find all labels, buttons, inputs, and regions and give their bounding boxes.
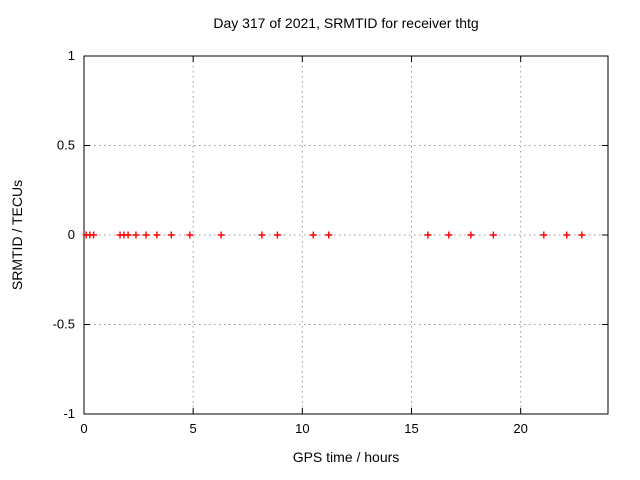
data-point-marker [132, 231, 140, 239]
data-point-marker [153, 231, 161, 239]
data-point-marker [467, 231, 475, 239]
data-point-marker [489, 231, 497, 239]
data-point-marker [445, 231, 453, 239]
x-tick-label: 10 [295, 421, 309, 436]
data-point-marker [217, 231, 225, 239]
data-point-marker [578, 231, 586, 239]
x-tick-label: 20 [513, 421, 527, 436]
data-point-marker [325, 231, 333, 239]
y-tick-label: 0 [68, 227, 75, 242]
y-tick-label: 0.5 [57, 138, 75, 153]
y-tick-label: 1 [68, 48, 75, 63]
data-point-marker [167, 231, 175, 239]
data-point-marker [90, 231, 98, 239]
data-point-marker [273, 231, 281, 239]
x-tick-label: 0 [80, 421, 87, 436]
data-point-marker [142, 231, 150, 239]
data-point-marker [424, 231, 432, 239]
x-tick-label: 15 [404, 421, 418, 436]
data-point-marker [540, 231, 548, 239]
chart-title: Day 317 of 2021, SRMTID for receiver tht… [213, 15, 479, 31]
data-point-marker [258, 231, 266, 239]
y-tick-label: -0.5 [53, 317, 75, 332]
x-axis-label: GPS time / hours [292, 449, 400, 465]
data-point-marker [186, 231, 194, 239]
data-point-marker [563, 231, 571, 239]
y-tick-label: -1 [63, 406, 75, 421]
data-point-marker [124, 231, 132, 239]
data-point-marker [309, 231, 317, 239]
x-tick-label: 5 [190, 421, 197, 436]
